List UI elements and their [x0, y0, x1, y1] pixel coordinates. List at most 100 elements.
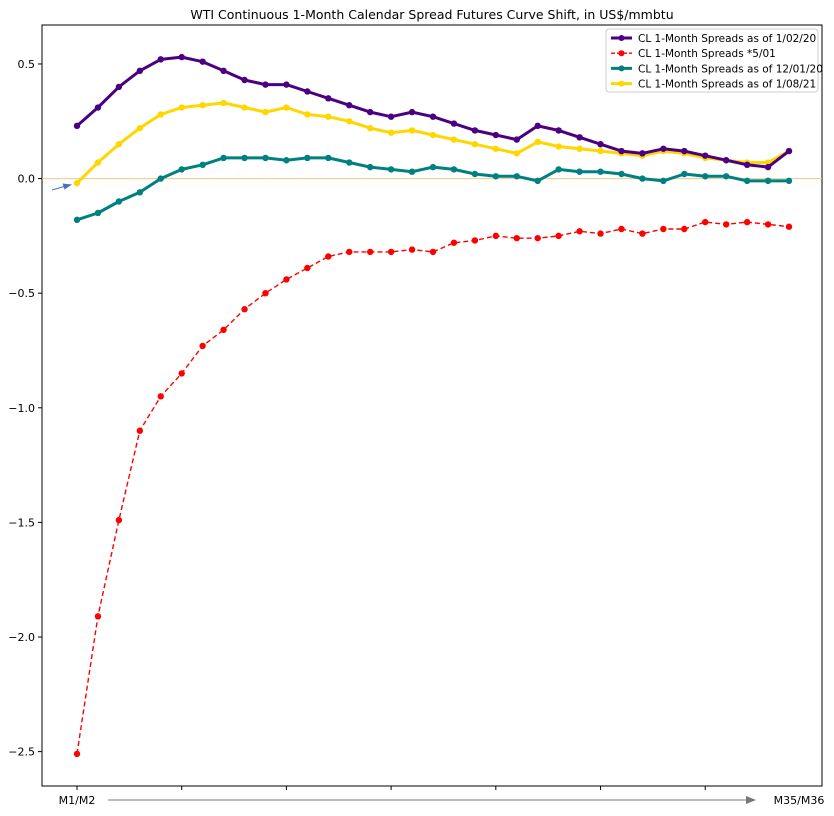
data-point	[555, 143, 562, 150]
plot-area	[41, 24, 823, 787]
x-start-label: M1/M2	[59, 794, 96, 807]
data-point	[618, 225, 625, 233]
data-point	[387, 129, 395, 136]
data-point	[283, 157, 290, 164]
data-point	[304, 264, 311, 272]
legend-marker	[618, 50, 625, 57]
data-point	[743, 177, 751, 185]
data-point	[157, 175, 164, 182]
data-point	[241, 306, 248, 313]
data-point	[115, 516, 123, 524]
data-point	[408, 168, 416, 175]
y-tick-label: −2.0	[8, 631, 35, 644]
data-point	[764, 221, 772, 228]
data-point	[555, 127, 562, 134]
y-tick-label: −1.0	[8, 402, 35, 415]
data-point	[534, 234, 541, 242]
data-point	[513, 150, 520, 157]
data-point	[450, 136, 458, 143]
data-point	[785, 177, 793, 185]
data-point	[366, 124, 374, 132]
data-point	[304, 111, 311, 118]
data-point	[136, 124, 144, 132]
y-axis: −2.5 −2.0 −1.5 −1.0 −0.5 0.0 0.5	[8, 58, 42, 759]
data-point	[220, 326, 227, 334]
data-point	[429, 248, 437, 256]
data-point	[136, 67, 144, 75]
data-point	[492, 232, 500, 240]
chart-title: WTI Continuous 1-Month Calendar Spread F…	[190, 7, 673, 22]
data-point	[555, 232, 562, 240]
data-point	[618, 147, 625, 155]
data-point	[157, 56, 164, 63]
data-point	[408, 108, 416, 116]
data-point	[157, 393, 164, 400]
data-point	[785, 147, 793, 155]
data-point	[73, 216, 81, 224]
data-point	[534, 177, 541, 185]
data-point	[722, 173, 730, 180]
data-point	[513, 136, 520, 143]
y-tick-label: 0.5	[18, 58, 36, 71]
data-point	[492, 173, 500, 180]
data-point	[471, 140, 479, 148]
legend-label: CL 1-Month Spreads as of 12/01/20	[638, 63, 823, 75]
data-point	[94, 209, 102, 217]
data-point	[597, 140, 604, 148]
series-2	[73, 218, 793, 758]
data-point	[366, 248, 374, 256]
y-tick-label: 0.0	[18, 173, 36, 186]
data-point	[450, 120, 458, 127]
data-point	[325, 253, 332, 260]
data-point	[764, 163, 772, 171]
data-point	[764, 177, 772, 185]
y-tick-label: −1.5	[8, 516, 35, 529]
data-point	[408, 246, 416, 253]
data-point	[660, 145, 667, 152]
data-point	[681, 225, 688, 233]
data-point	[576, 134, 583, 141]
data-point	[178, 166, 185, 173]
data-point	[450, 239, 458, 246]
data-point	[94, 159, 102, 166]
legend-marker	[618, 35, 625, 41]
data-point	[534, 122, 541, 130]
data-point	[115, 83, 123, 91]
data-point	[681, 170, 688, 178]
data-point	[387, 248, 395, 256]
data-point	[702, 218, 709, 226]
data-point	[262, 81, 269, 88]
data-point	[94, 104, 102, 111]
legend-label: CL 1-Month Spreads *5/01	[638, 48, 776, 60]
data-point	[513, 173, 520, 180]
data-point	[325, 95, 332, 102]
data-point	[366, 163, 374, 171]
data-point	[94, 613, 102, 620]
data-point	[73, 750, 81, 758]
data-point	[283, 104, 290, 111]
legend-marker	[618, 65, 625, 72]
series-1	[73, 53, 793, 171]
data-point	[471, 237, 479, 244]
data-point	[136, 427, 144, 434]
data-point	[178, 53, 185, 61]
data-point	[199, 342, 206, 350]
data-point	[722, 157, 730, 164]
data-point	[429, 131, 437, 139]
data-point	[199, 102, 206, 109]
data-point	[199, 58, 206, 65]
data-point	[325, 154, 332, 162]
data-point	[681, 147, 688, 155]
data-point	[492, 145, 500, 152]
series-line	[76, 221, 790, 755]
zero-pointer-arrow	[51, 183, 72, 191]
data-point	[73, 179, 81, 187]
data-point	[471, 127, 479, 134]
data-point	[346, 102, 353, 109]
x-direction-arrow	[108, 796, 756, 804]
data-point	[346, 118, 353, 125]
data-point	[597, 168, 604, 175]
data-point	[597, 230, 604, 237]
